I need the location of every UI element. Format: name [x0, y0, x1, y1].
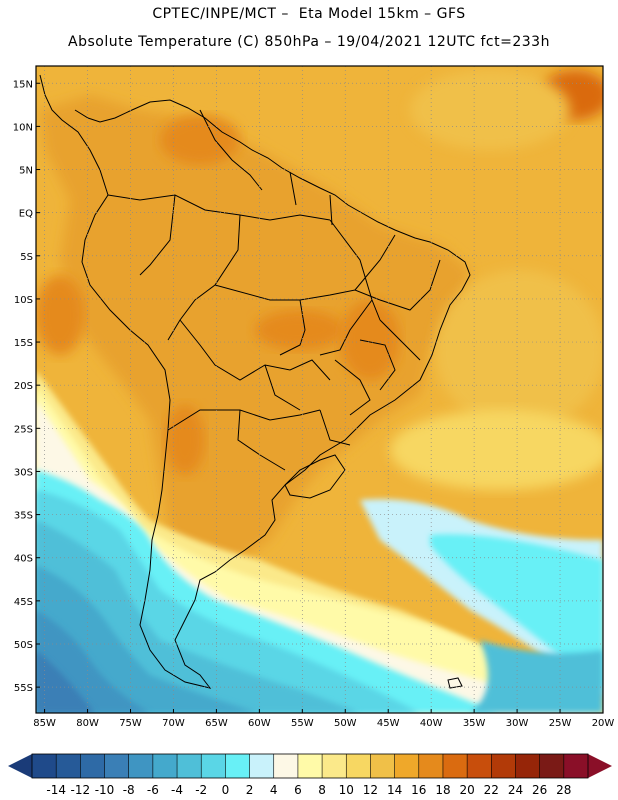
latitude-labels: 15N 10N 5N EQ 5S 10S 15S 20S 25S 30S 35S 40S 45S 50S 5…: [13, 79, 33, 694]
color-scale-label: 12: [363, 783, 378, 797]
color-scale-box: [563, 754, 589, 778]
state-borders: [279, 219, 441, 416]
falkland-islands: [447, 677, 463, 689]
lat-label: 15N: [13, 79, 33, 90]
color-scale-box: [80, 754, 105, 778]
lat-label: 40S: [14, 554, 33, 565]
color-scale-box: [152, 754, 178, 778]
color-scale-box: [539, 754, 565, 778]
color-scale-label: -12: [71, 783, 91, 797]
lon-label: 20W: [592, 718, 615, 729]
color-scale-label: 0: [222, 783, 230, 797]
color-scale-label: 22: [484, 783, 499, 797]
color-scale-box: [32, 754, 57, 778]
lat-label: 45S: [14, 597, 33, 608]
coastline: [39, 74, 471, 689]
lon-label: 65W: [205, 718, 228, 729]
lon-label: 45W: [377, 718, 400, 729]
color-scale-box: [491, 754, 516, 778]
color-scale-labels: -14 -12 -10 -8 -6 -4 -2 0 2 4 6 8 10 12 14 16 18 20 22 24 26…: [46, 783, 571, 797]
color-scale-max-arrow: [588, 754, 612, 778]
color-scale-bar: [8, 753, 612, 779]
lon-label: 60W: [248, 718, 271, 729]
lon-label: 80W: [76, 718, 99, 729]
lon-label: 40W: [420, 718, 443, 729]
lon-label: 75W: [119, 718, 142, 729]
color-scale-label: 4: [270, 783, 278, 797]
color-scale-box: [249, 754, 275, 778]
color-scale-box: [418, 754, 444, 778]
color-scale-label: -6: [147, 783, 159, 797]
color-scale-box: [394, 754, 420, 778]
color-scale-label: 14: [387, 783, 402, 797]
map-title-line2: Absolute Temperature (C) 850hPa – 19/04/…: [68, 34, 550, 50]
color-scale-label: -14: [46, 783, 66, 797]
map-frame: [35, 65, 604, 714]
lon-label: 30W: [506, 718, 529, 729]
color-scale-label: -10: [95, 783, 115, 797]
color-scale-label: -2: [195, 783, 207, 797]
lat-label: 15S: [14, 338, 33, 349]
lat-label: 20S: [14, 381, 33, 392]
country-border: [107, 109, 381, 471]
color-scale-label: 20: [459, 783, 474, 797]
color-scale-box: [128, 754, 154, 778]
color-scale-label: 16: [411, 783, 426, 797]
color-scale-label: 2: [246, 783, 254, 797]
color-scale-box: [201, 754, 226, 778]
map-title-line1: CPTEC/INPE/MCT – Eta Model 15km – GFS: [152, 6, 466, 22]
color-scale-box: [442, 754, 468, 778]
color-scale-box: [225, 754, 250, 778]
lat-label: 30S: [14, 467, 33, 478]
color-scale-label: 10: [339, 783, 354, 797]
lat-label: 10S: [14, 295, 33, 306]
temperature-field: [36, 66, 603, 713]
color-scale-box: [467, 754, 492, 778]
color-scale-box: [370, 754, 395, 778]
lat-label: 35S: [14, 511, 33, 522]
lat-label: EQ: [19, 209, 33, 220]
lon-label: 70W: [162, 718, 185, 729]
color-scale-box: [104, 754, 129, 778]
lon-label: 35W: [463, 718, 486, 729]
color-scale-box: [297, 754, 323, 778]
coastline-borders: [39, 74, 471, 689]
color-scale-box: [177, 754, 202, 778]
color-scale-label: 24: [508, 783, 523, 797]
color-scale-label: 28: [556, 783, 571, 797]
color-scale-label: 26: [532, 783, 547, 797]
lat-lon-grid: [36, 66, 604, 713]
lon-label: 55W: [291, 718, 314, 729]
lat-label: 5S: [20, 252, 33, 263]
color-scale-label: 18: [435, 783, 450, 797]
color-scale-frame: [31, 753, 589, 779]
color-scale-box: [273, 754, 299, 778]
axis-ticks: [36, 82, 604, 713]
lat-label: 50S: [14, 640, 33, 651]
lon-label: 85W: [33, 718, 56, 729]
color-scale-label: 6: [294, 783, 302, 797]
color-scale-box: [515, 754, 540, 778]
color-scale-box: [56, 754, 81, 778]
lon-label: 50W: [334, 718, 357, 729]
color-scale-label: -8: [123, 783, 135, 797]
lat-label: 5N: [19, 166, 33, 177]
color-scale-box: [346, 754, 371, 778]
lat-label: 55S: [14, 683, 33, 694]
color-scale-label: -4: [171, 783, 183, 797]
lat-label: 10N: [13, 122, 33, 133]
longitude-labels: 85W 80W 75W 70W 65W 60W 55W 50W 45W 40W 35W 30W 25W 2…: [33, 718, 614, 729]
color-scale-min-arrow: [8, 754, 32, 778]
color-scale-label: 8: [318, 783, 326, 797]
color-scale-box: [322, 754, 347, 778]
lat-label: 25S: [14, 424, 33, 435]
lon-label: 25W: [549, 718, 572, 729]
